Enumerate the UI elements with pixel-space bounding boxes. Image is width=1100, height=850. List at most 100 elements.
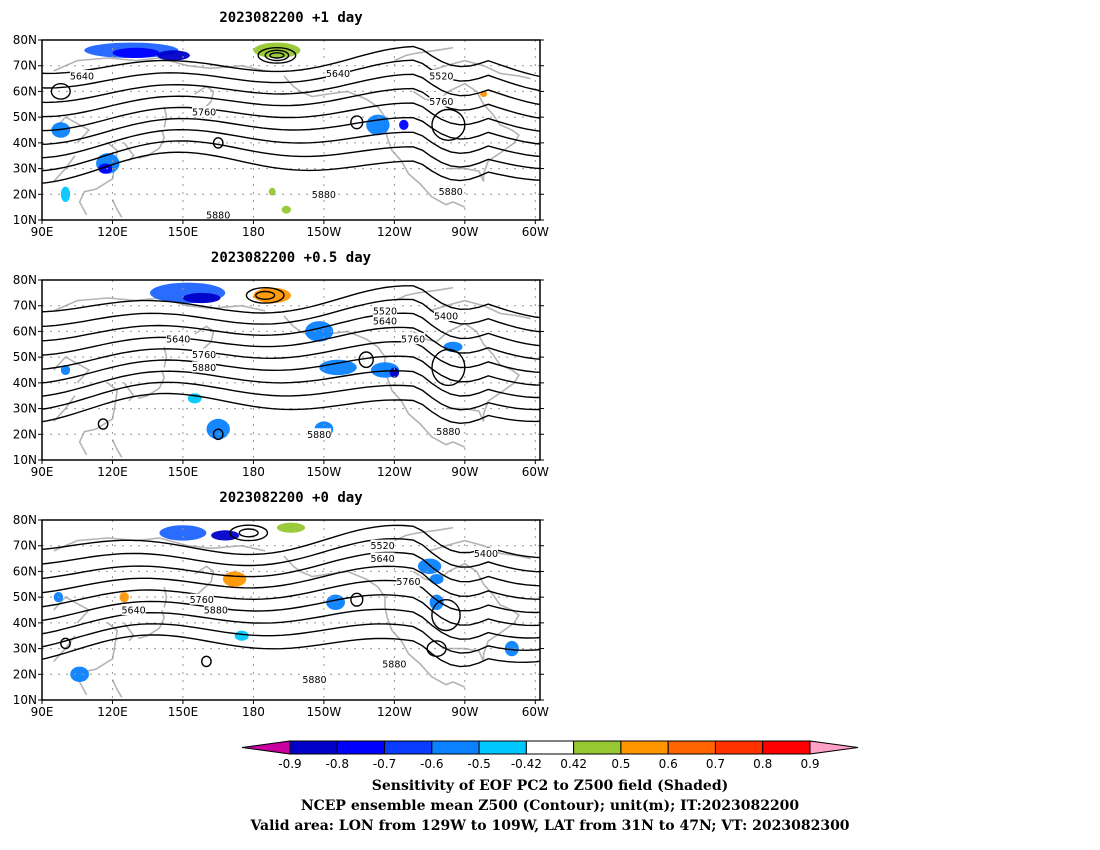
lon-tick-label: 60W xyxy=(522,225,549,239)
lat-tick-label: 50N xyxy=(13,110,37,124)
colorbar-tick-label: -0.42 xyxy=(511,757,542,771)
lon-tick-label: 90W xyxy=(451,705,478,719)
lon-tick-label: 120W xyxy=(377,465,412,479)
colorbar-tick-label: 0.5 xyxy=(611,757,630,771)
contour-label: 5880 xyxy=(302,675,326,686)
contour-label: 5640 xyxy=(122,606,146,617)
contour-label: 5880 xyxy=(436,427,460,438)
contour-label: 5520 xyxy=(373,306,397,317)
z500-contours xyxy=(42,524,540,668)
panel-title: 2023082200 +0.5 day xyxy=(211,250,372,266)
contour-label: 5400 xyxy=(434,312,458,323)
lon-tick-label: 150E xyxy=(168,225,199,239)
colorbar-tick-label: 0.9 xyxy=(800,757,819,771)
colorbar-tick-label: 0.7 xyxy=(706,757,725,771)
contour-label: 5880 xyxy=(204,606,228,617)
lon-tick-label: 150E xyxy=(168,465,199,479)
lon-tick-label: 90E xyxy=(31,465,54,479)
colorbar-segment xyxy=(431,740,480,755)
colorbar-tick-label: -0.6 xyxy=(420,757,443,771)
z500-contours xyxy=(42,45,540,184)
contour-label: 5640 xyxy=(371,554,395,565)
contour-label: 5640 xyxy=(70,72,94,83)
coastlines xyxy=(53,526,531,698)
lat-tick-label: 20N xyxy=(13,427,37,441)
colorbar-segment xyxy=(714,740,764,755)
lat-tick-label: 10N xyxy=(13,693,37,707)
colorbar-segment xyxy=(573,740,622,755)
colorbar-segment xyxy=(525,740,575,755)
colorbar-segment xyxy=(762,740,811,755)
map-frame xyxy=(41,519,541,701)
lon-tick-label: 120E xyxy=(97,225,128,239)
lon-tick-label: 90E xyxy=(31,705,54,719)
map-panel: 2023082200 +1 day 5640 5760 5880 5880 5640 552… xyxy=(13,10,549,239)
lon-tick-label: 90E xyxy=(31,225,54,239)
lat-tick-label: 10N xyxy=(13,453,37,467)
lon-tick-label: 150W xyxy=(306,465,341,479)
caption-line-2: NCEP ensemble mean Z500 (Contour); unit(… xyxy=(301,798,800,814)
lat-tick-label: 50N xyxy=(13,590,37,604)
colorbar-over-triangle xyxy=(809,740,859,755)
lat-tick-label: 20N xyxy=(13,187,37,201)
colorbar-segment xyxy=(384,740,433,755)
contour-label: 5520 xyxy=(371,541,395,552)
colorbar-tick-label: 0.8 xyxy=(753,757,772,771)
colorbar-segment xyxy=(620,740,669,755)
lon-tick-label: 150W xyxy=(306,705,341,719)
contour-label: 5760 xyxy=(190,595,214,606)
lon-tick-label: 90W xyxy=(451,465,478,479)
contour-label: 5640 xyxy=(166,335,190,346)
contour-label: 5880 xyxy=(382,660,406,671)
colorbar-tick-label: -0.9 xyxy=(278,757,301,771)
lat-tick-label: 30N xyxy=(13,642,37,656)
contour-label: 5880 xyxy=(192,363,216,374)
lon-tick-label: 180 xyxy=(242,705,265,719)
lat-tick-label: 40N xyxy=(13,616,37,630)
contour-label: 5760 xyxy=(192,350,216,361)
colorbar-tick-label: -0.7 xyxy=(373,757,396,771)
contour-label: 5760 xyxy=(396,577,420,588)
colorbar-under-triangle xyxy=(241,740,291,755)
lon-tick-label: 150W xyxy=(306,225,341,239)
lat-tick-label: 70N xyxy=(13,299,37,313)
lat-tick-label: 80N xyxy=(13,513,37,527)
lat-tick-label: 30N xyxy=(13,162,37,176)
colorbar-segment xyxy=(478,740,527,755)
lon-tick-label: 120W xyxy=(377,705,412,719)
lat-tick-label: 10N xyxy=(13,213,37,227)
contour-labels: 5640 5760 5880 5880 5640 5520 5760 5880 xyxy=(70,67,463,221)
panel-title: 2023082200 +0 day xyxy=(219,490,363,506)
caption-line-3: Valid area: LON from 129W to 109W, LAT f… xyxy=(249,818,849,834)
contour-label: 5880 xyxy=(206,210,230,221)
lat-tick-label: 30N xyxy=(13,402,37,416)
axis-ticks: 10N 20N 30N 40N 50N 60N 70N 80N 90E 120E 150E 180 15… xyxy=(13,273,549,479)
lon-tick-label: 120E xyxy=(97,465,128,479)
lat-tick-label: 40N xyxy=(13,376,37,390)
lon-tick-label: 90W xyxy=(451,225,478,239)
lat-tick-label: 40N xyxy=(13,136,37,150)
panel-title: 2023082200 +1 day xyxy=(219,10,363,26)
lat-tick-label: 60N xyxy=(13,84,37,98)
axis-ticks: 10N 20N 30N 40N 50N 60N 70N 80N 90E 120E 150E 180 15… xyxy=(13,33,549,239)
lat-tick-label: 70N xyxy=(13,59,37,73)
contour-label: 5880 xyxy=(307,430,331,441)
lat-tick-label: 60N xyxy=(13,564,37,578)
lat-tick-label: 50N xyxy=(13,350,37,364)
contour-label: 5760 xyxy=(401,335,425,346)
lon-tick-label: 60W xyxy=(522,465,549,479)
colorbar: -0.9 -0.8 -0.7 -0.6 -0.5 -0.42 0.42 0.5 0.6 0.7 0.… xyxy=(241,740,859,771)
contour-label: 5520 xyxy=(429,72,453,83)
lon-tick-label: 150E xyxy=(168,705,199,719)
colorbar-tick-label: -0.8 xyxy=(326,757,349,771)
lon-tick-label: 120E xyxy=(97,705,128,719)
lat-tick-label: 70N xyxy=(13,539,37,553)
contour-label: 5640 xyxy=(373,317,397,328)
contour-label: 5880 xyxy=(439,187,463,198)
sensitivity-shading xyxy=(53,522,519,682)
colorbar-tick-label: -0.5 xyxy=(467,757,490,771)
colorbar-segment xyxy=(289,740,338,755)
caption-line-1: Sensitivity of EOF PC2 to Z500 field (Sh… xyxy=(372,778,728,794)
